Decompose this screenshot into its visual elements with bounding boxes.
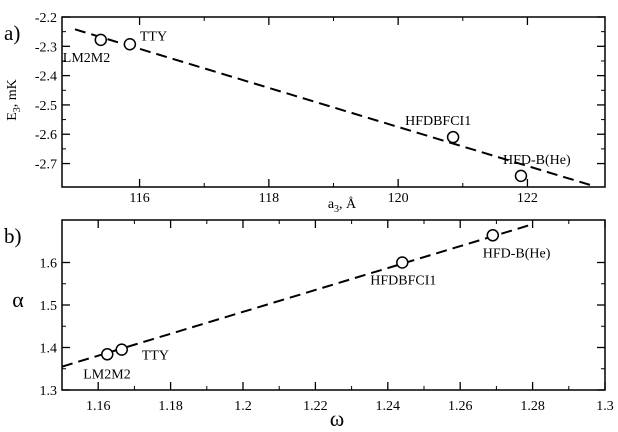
panel-b-label: b) <box>4 224 22 248</box>
panel-a-xtick-label: 116 <box>129 191 149 206</box>
panel-b-xtick-label: 1.2 <box>234 399 252 414</box>
panel-a-xtick-label: 120 <box>388 191 409 206</box>
panel-a-ytick-label: -2.7 <box>35 158 57 173</box>
panel-b-ytick-label: 1.4 <box>40 342 58 357</box>
panel-a-ytick-label: -2.5 <box>35 99 57 114</box>
panel-a-xtick-label: 122 <box>517 191 538 206</box>
panel-a-label: a) <box>4 21 20 45</box>
panel-a-xtick-label: 118 <box>259 191 279 206</box>
panel-a-xlabel-main: a <box>328 197 335 212</box>
panel-a-fit-line <box>74 28 593 187</box>
panel-a-ytick-label: -2.4 <box>35 70 57 85</box>
panel-b-xtick-label: 1.26 <box>448 399 473 414</box>
panel-a-point-label: HFD-B(He) <box>503 153 571 168</box>
panel-b-xtick-label: 1.22 <box>303 399 328 414</box>
panel-b-ytick-label: 1.6 <box>40 257 58 272</box>
panel-b-xtick-label: 1.24 <box>376 399 401 414</box>
panel-a-point-hfd-b-he- <box>514 169 528 183</box>
panel-b-point-label: TTY <box>142 349 169 364</box>
panel-a-ylabel-rest: , mK <box>5 79 20 107</box>
panel-b-xtick-label: 1.28 <box>520 399 545 414</box>
panel-a-point-label: TTY <box>140 29 167 44</box>
panel-b-point-hfdbfci1 <box>396 256 409 269</box>
panel-b-ytick-label: 1.5 <box>40 299 58 314</box>
panel-b-xtick-label: 1.18 <box>158 399 183 414</box>
panel-b-fit-line <box>62 223 533 368</box>
panel-b: b) α ω 1.16 1.18 1.2 1.22 1.24 1.26 1.28 1.3 1.3… <box>4 219 614 431</box>
panel-a-xlabel-sub: 3 <box>334 204 339 215</box>
panel-b-point-label: LM2M2 <box>83 367 130 382</box>
panel-b-point-hfd-b-he- <box>486 229 500 242</box>
panel-a-ylabel: E3, mK <box>5 79 23 121</box>
panel-b-point-label: HFD-B(He) <box>483 246 551 261</box>
panel-b-xtick-label: 1.3 <box>596 399 614 414</box>
panel-a-ytick-label: -2.3 <box>35 40 57 55</box>
panel-b-ylabel: α <box>12 287 24 312</box>
panel-b-xtick-label: 1.16 <box>86 399 111 414</box>
panel-a-ylabel-sub: 3 <box>12 107 23 112</box>
panel-b-ytick-label: 1.3 <box>40 384 58 399</box>
panel-b-point-label: HFDBFCI1 <box>370 274 436 289</box>
panel-a-point-label: HFDBFCI1 <box>405 114 471 129</box>
svg-text:E3, mK: E3, mK <box>5 79 23 121</box>
panel-a-xlabel-rest: , Å <box>339 196 357 212</box>
panel-a-point-label: LM2M2 <box>63 51 110 66</box>
panel-a-xlabel: a3, Å <box>328 196 357 215</box>
panel-b-xlabel: ω <box>330 406 344 431</box>
panel-a-ytick-label: -2.6 <box>35 128 57 143</box>
panel-b-point-tty <box>115 343 128 356</box>
panel-a-ytick-label: -2.2 <box>35 11 57 26</box>
panel-a-point-tty <box>123 38 137 51</box>
panel-a-ylabel-main: E <box>5 112 20 121</box>
panel-a-point-lm2m2 <box>94 33 108 47</box>
panel-b-point-lm2m2 <box>101 348 114 361</box>
panel-a-point-hfdbfci1 <box>446 130 460 144</box>
panel-a: a) E3, mK a3, Å 116 118 120 122-2.2-2.3-2.4… <box>4 11 606 215</box>
